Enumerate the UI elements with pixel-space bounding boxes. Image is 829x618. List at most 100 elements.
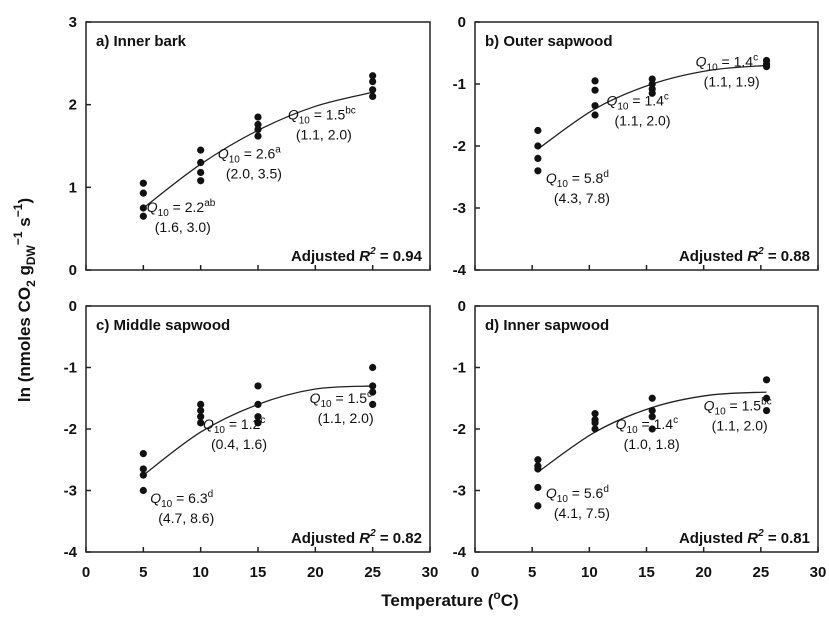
data-point (369, 400, 377, 408)
y-tick-label: -1 (453, 360, 466, 377)
q10-label: Q10 = 1.2c (203, 415, 265, 436)
panel-title: c) Middle sapwood (96, 317, 230, 334)
data-point (534, 126, 542, 135)
data-point (139, 486, 147, 495)
panel-3: -4 -3 -2 -1 0 0 5 10 15 20 25 30 c) Middle sapwood Q1… (64, 298, 439, 581)
x-tick-label: 0 (82, 564, 90, 581)
data-point (762, 63, 771, 71)
data-point (197, 406, 205, 415)
data-point (254, 113, 262, 121)
q10-interval: (2.0, 3.5) (226, 165, 282, 181)
adjusted-r2: Adjusted R2 = 0.81 (679, 528, 810, 547)
q10-label: Q10 = 2.6a (218, 144, 281, 165)
data-point (591, 77, 599, 85)
y-tick-label: -1 (64, 360, 77, 377)
y-tick-label: 3 (69, 14, 77, 31)
data-point (369, 92, 377, 100)
q10-interval: (1.1, 2.0) (712, 418, 768, 434)
data-point (762, 394, 771, 402)
x-tick-label: 25 (364, 564, 381, 581)
data-point (254, 413, 262, 421)
y-tick-label: 1 (69, 179, 77, 196)
q10-interval: (4.3, 7.8) (554, 190, 610, 206)
x-tick-label: 10 (192, 564, 209, 581)
data-point (591, 102, 599, 110)
data-point (254, 382, 262, 390)
data-point (139, 465, 147, 473)
adjusted-r2: Adjusted R2 = 0.94 (291, 246, 423, 265)
data-point (254, 125, 262, 134)
q10-interval: (1.1, 1.9) (704, 74, 760, 90)
y-tick-label: 0 (69, 298, 77, 315)
data-point (369, 72, 377, 80)
x-tick-label: 5 (139, 564, 147, 581)
data-point (197, 146, 205, 154)
y-tick-label: -3 (453, 200, 466, 217)
data-point (648, 413, 656, 421)
q10-label: Q10 = 1.4c (616, 415, 678, 436)
data-point (534, 502, 542, 510)
q10-label: Q10 = 1.5bc (288, 106, 356, 127)
y-tick-label: -2 (64, 421, 77, 438)
data-point (139, 212, 147, 220)
data-point (254, 419, 262, 427)
data-point (591, 425, 599, 433)
data-point (197, 419, 205, 427)
x-tick-label: 0 (471, 564, 479, 581)
data-point (591, 111, 599, 119)
panel-title: b) Outer sapwood (485, 33, 613, 50)
q10-interval: (4.1, 7.5) (554, 505, 610, 521)
data-point (534, 483, 542, 492)
data-point (197, 177, 205, 185)
data-point (648, 75, 656, 83)
panel-title: d) Inner sapwood (485, 317, 609, 334)
x-axis-title: Temperature (oC) (381, 588, 518, 610)
data-point (197, 168, 205, 177)
data-point (139, 204, 147, 212)
y-tick-label: 0 (458, 298, 466, 315)
x-tick-label: 15 (638, 564, 655, 581)
data-point (139, 179, 147, 187)
q10-interval: (1.6, 3.0) (155, 219, 211, 235)
data-point (762, 376, 771, 384)
y-tick-label: -4 (64, 544, 78, 561)
x-tick-label: 20 (695, 564, 712, 581)
data-point (254, 400, 262, 408)
adjusted-r2: Adjusted R2 = 0.82 (291, 528, 422, 547)
data-point (648, 425, 656, 433)
q10-label: Q10 = 6.3d (150, 489, 213, 510)
data-point (139, 471, 147, 479)
data-point (254, 120, 262, 129)
data-point (591, 86, 599, 94)
q10-interval: (1.1, 2.0) (318, 410, 374, 426)
x-tick-label: 30 (422, 564, 439, 581)
y-tick-label: -2 (453, 138, 466, 155)
data-point (534, 142, 542, 150)
q10-label: Q10 = 5.8d (546, 169, 609, 190)
x-tick-label: 5 (528, 564, 536, 581)
data-point (197, 158, 205, 167)
panel-4: -4 -3 -2 -1 0 0 5 10 15 20 25 30 d) Inner sapwood Q10… (453, 298, 827, 581)
data-point (369, 363, 377, 372)
q10-interval: (4.7, 8.6) (158, 510, 214, 526)
adjusted-r2: Adjusted R2 = 0.88 (679, 246, 810, 265)
q10-label: Q10 = 1.4c (696, 53, 758, 74)
x-tick-label: 10 (581, 564, 598, 581)
data-point (534, 465, 542, 473)
y-tick-label: -3 (453, 483, 466, 500)
data-point (369, 388, 377, 396)
q10-label: Q10 = 2.2ab (147, 198, 216, 219)
panel-1: 0 1 2 3 a) Inner bark Q10 = 2.2ab(1.6, 3.0) Q1… (69, 14, 431, 279)
q10-interval: (1.1, 2.0) (614, 113, 670, 129)
y-tick-label: -4 (453, 262, 467, 279)
y-tick-label: -2 (453, 421, 466, 438)
q10-label: Q10 = 5.6d (546, 484, 609, 505)
data-point (648, 80, 656, 88)
data-point (369, 86, 377, 94)
y-axis-title: ln (nmoles CO2 gDW−1 s−1) (11, 198, 38, 402)
data-point (534, 456, 542, 464)
data-point (591, 410, 599, 418)
data-point (139, 450, 147, 458)
q10-interval: (1.1, 2.0) (296, 127, 352, 143)
data-point (648, 406, 656, 415)
